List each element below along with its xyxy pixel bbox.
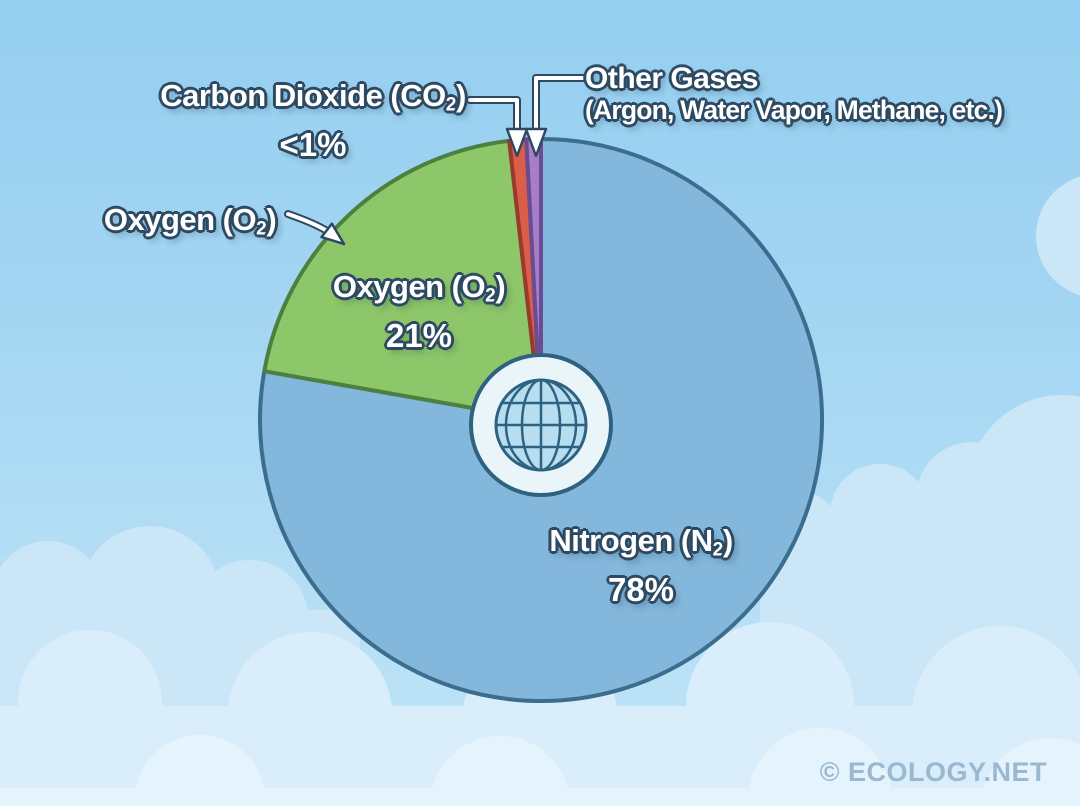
carbon-dioxide-value: <1% [279, 125, 347, 163]
co2-arrow-down-icon [505, 127, 529, 158]
other-gases-arrow-down-icon [524, 127, 548, 158]
label-oxygen-slice: Oxygen (O2) 21% [332, 267, 506, 355]
oxygen-connector [284, 210, 346, 246]
label-nitrogen-slice: Nitrogen (N2) 78% [549, 521, 733, 609]
oxygen-slice-value: 21% [385, 316, 453, 354]
label-carbon-dioxide: Carbon Dioxide (CO2) <1% [160, 76, 466, 164]
clouds-near [0, 728, 1080, 806]
other-gases-connector [524, 74, 587, 158]
pie-slice-oxygen [262, 138, 543, 422]
co2-connector [466, 96, 529, 158]
label-other-gases: Other Gases (Argon, Water Vapor, Methane… [585, 62, 1003, 126]
label-oxygen-callout: Oxygen (O2) [103, 200, 277, 250]
nitrogen-slice-name: Nitrogen (N2) [549, 523, 733, 561]
oxygen-callout-name: Oxygen (O2) [103, 202, 277, 240]
callout-connectors [284, 74, 587, 246]
carbon-dioxide-name: Carbon Dioxide (CO2) [160, 78, 466, 116]
oxygen-slice-name: Oxygen (O2) [332, 269, 506, 307]
other-gases-detail: (Argon, Water Vapor, Methane, etc.) [585, 95, 1003, 125]
watermark: © ECOLOGY.NET [819, 757, 1047, 787]
oxygen-arrow-icon [320, 222, 346, 246]
nitrogen-slice-value: 78% [607, 570, 675, 608]
other-gases-name: Other Gases [585, 62, 758, 95]
globe-icon [469, 353, 613, 497]
